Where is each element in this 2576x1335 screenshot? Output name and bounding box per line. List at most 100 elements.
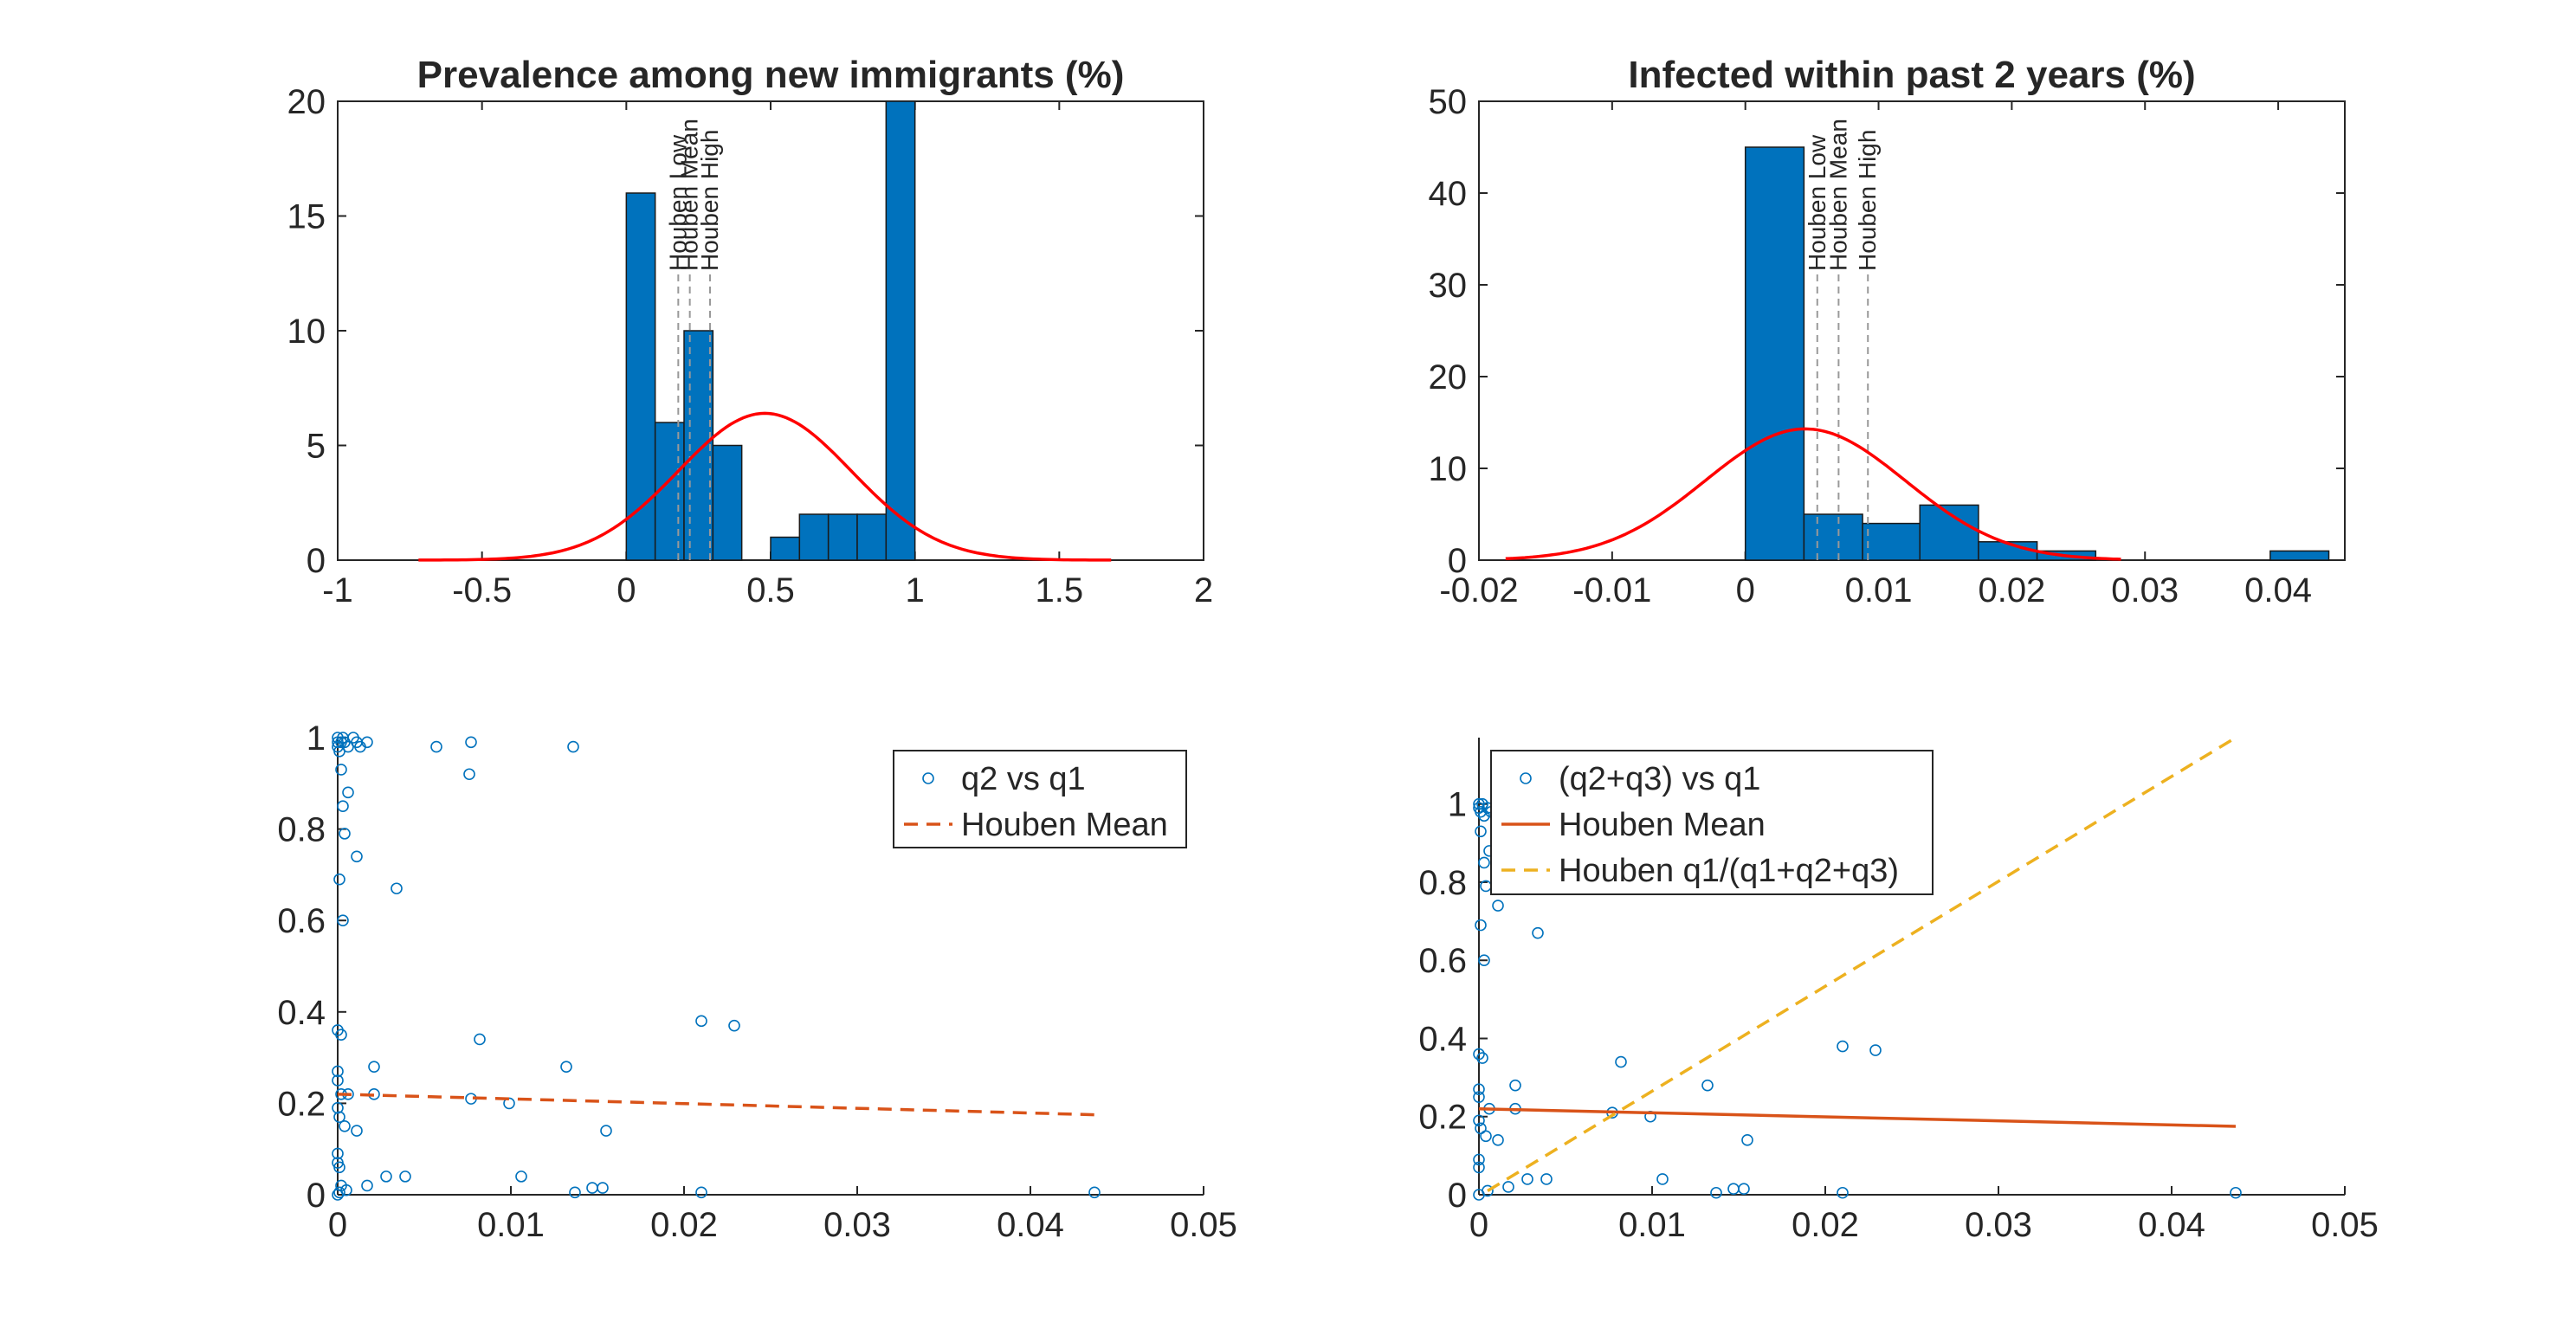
y-tick-label: 0.2 [1418,1099,1467,1137]
panel-prevalence-histogram: Prevalence among new immigrants (%) -1 -0.… [287,54,1214,609]
y-tick-label: 20 [287,83,326,121]
scatter-point [351,850,363,863]
histogram-bar [2269,550,2330,561]
legend-entry: Houben Mean [961,807,1168,843]
x-tick-label: 0.01 [1845,571,1913,609]
y-tick-label: 0.8 [1418,864,1467,902]
reference-vline-label: Houben Low [664,134,691,271]
x-tick-label: 0 [617,571,636,609]
scatter-point [361,736,373,749]
scatter-point [728,1019,740,1032]
scatter-point [333,1186,345,1199]
axes-box [337,100,1204,561]
chart-title: Infected within past 2 years (%) [1628,54,2195,96]
x-tick-label: -1 [322,571,353,609]
x-tick-label: -0.01 [1572,571,1651,609]
reference-vline-label: Houben Mean [1824,119,1851,271]
scatter-point [503,1097,515,1110]
histogram-bar [1744,146,1805,561]
scatter-point [463,768,475,781]
scatter-point [339,828,351,840]
histogram-bar [798,513,830,561]
y-tick-label: 0 [307,542,326,580]
scatter-point [695,1186,707,1199]
reference-vline-label: Houben High [1854,130,1881,271]
scatter-point [465,736,477,749]
y-tick-label: 15 [287,198,326,236]
y-tick-label: 0.4 [277,994,326,1032]
scatter-point [1473,1091,1485,1103]
legend-entry: q2 vs q1 [961,761,1086,797]
scatter-point [600,1125,612,1137]
reference-vline-label: Houben Mean [676,119,703,271]
legend-entry: (q2+q3) vs q1 [1559,761,1760,797]
histogram-bar [856,513,888,561]
histogram-bar [683,330,714,561]
y-tick-label: 0 [1448,1177,1467,1215]
scatter-point [1701,1079,1714,1092]
y-tick-label: 20 [1429,358,1468,397]
y-tick-label: 0.6 [1418,942,1467,980]
scatter-point [560,1061,572,1073]
scatter-point [1532,926,1544,939]
y-tick-label: 30 [1429,267,1468,305]
x-tick-label: 0.04 [2138,1206,2205,1244]
scatter-point [332,1074,344,1087]
x-tick-label: 0 [1736,571,1755,609]
reference-vline-label: Houben High [696,130,723,271]
x-tick-label: 0.01 [477,1206,545,1244]
scatter-point [333,873,345,886]
legend-marker [922,772,934,784]
scatter-point [567,740,579,753]
y-tick-label: 0.4 [1418,1020,1467,1058]
scatter-point [597,1182,609,1194]
panel-infected-histogram: Infected within past 2 years (%) -0.02 -0.… [1429,54,2346,609]
histogram-bar [712,444,743,561]
scatter-point [335,764,347,776]
scatter-point [430,740,442,753]
histogram-bar [770,536,801,561]
scatter-point [342,786,354,799]
scatter-point [337,914,349,926]
normal-fit-curve [418,411,1112,562]
scatter-point [332,1065,344,1078]
y-tick-label: 0 [1448,542,1467,580]
x-tick-label: 0.03 [1965,1206,2032,1244]
x-tick-label: -0.02 [1439,571,1518,609]
scatter-point [695,1015,707,1028]
x-tick-label: 2 [1194,571,1213,609]
x-tick-label: 0.01 [1618,1206,1686,1244]
scatter-point [1869,1044,1882,1056]
scatter-point [1473,1153,1485,1166]
x-tick-label: 0.03 [823,1206,891,1244]
scatter-point [1738,1183,1750,1196]
histogram-bar [1803,513,1863,561]
reference-vline-label: Houben Low [1804,134,1830,271]
y-tick-label: 40 [1429,175,1468,213]
x-tick-label: 0.02 [650,1206,718,1244]
scatter-point [1502,1181,1514,1193]
scatter-point [1478,809,1490,822]
scatter-point [1476,1052,1488,1064]
scatter-point [1837,1186,1849,1199]
scatter-point [569,1186,581,1199]
x-tick-label: 1 [906,571,925,609]
scatter-point [332,1189,344,1201]
legend-entry: Houben Mean [1559,807,1766,843]
legend-box [1490,750,1934,895]
histogram-bar [885,100,916,561]
x-tick-label: 0.05 [2311,1206,2379,1244]
scatter-point [380,1171,392,1183]
scatter-point [1540,1173,1553,1185]
scatter-point [1509,1079,1521,1092]
scatter-point [361,1179,373,1192]
y-tick-label: 5 [307,428,326,466]
scatter-point [1741,1134,1753,1146]
scatter-point [351,1125,363,1137]
scatter-point [368,1061,380,1073]
scatter-point [1473,1083,1485,1095]
chart-title: Prevalence among new immigrants (%) [417,54,1125,96]
panel-q2q3-vs-q1-scatter: 0 0.01 0.02 0.03 0.04 0.05 0 0.2 0.4 0.6 0.8 1 (q2+q… [1418,736,2379,1244]
scatter-point [339,1120,351,1132]
